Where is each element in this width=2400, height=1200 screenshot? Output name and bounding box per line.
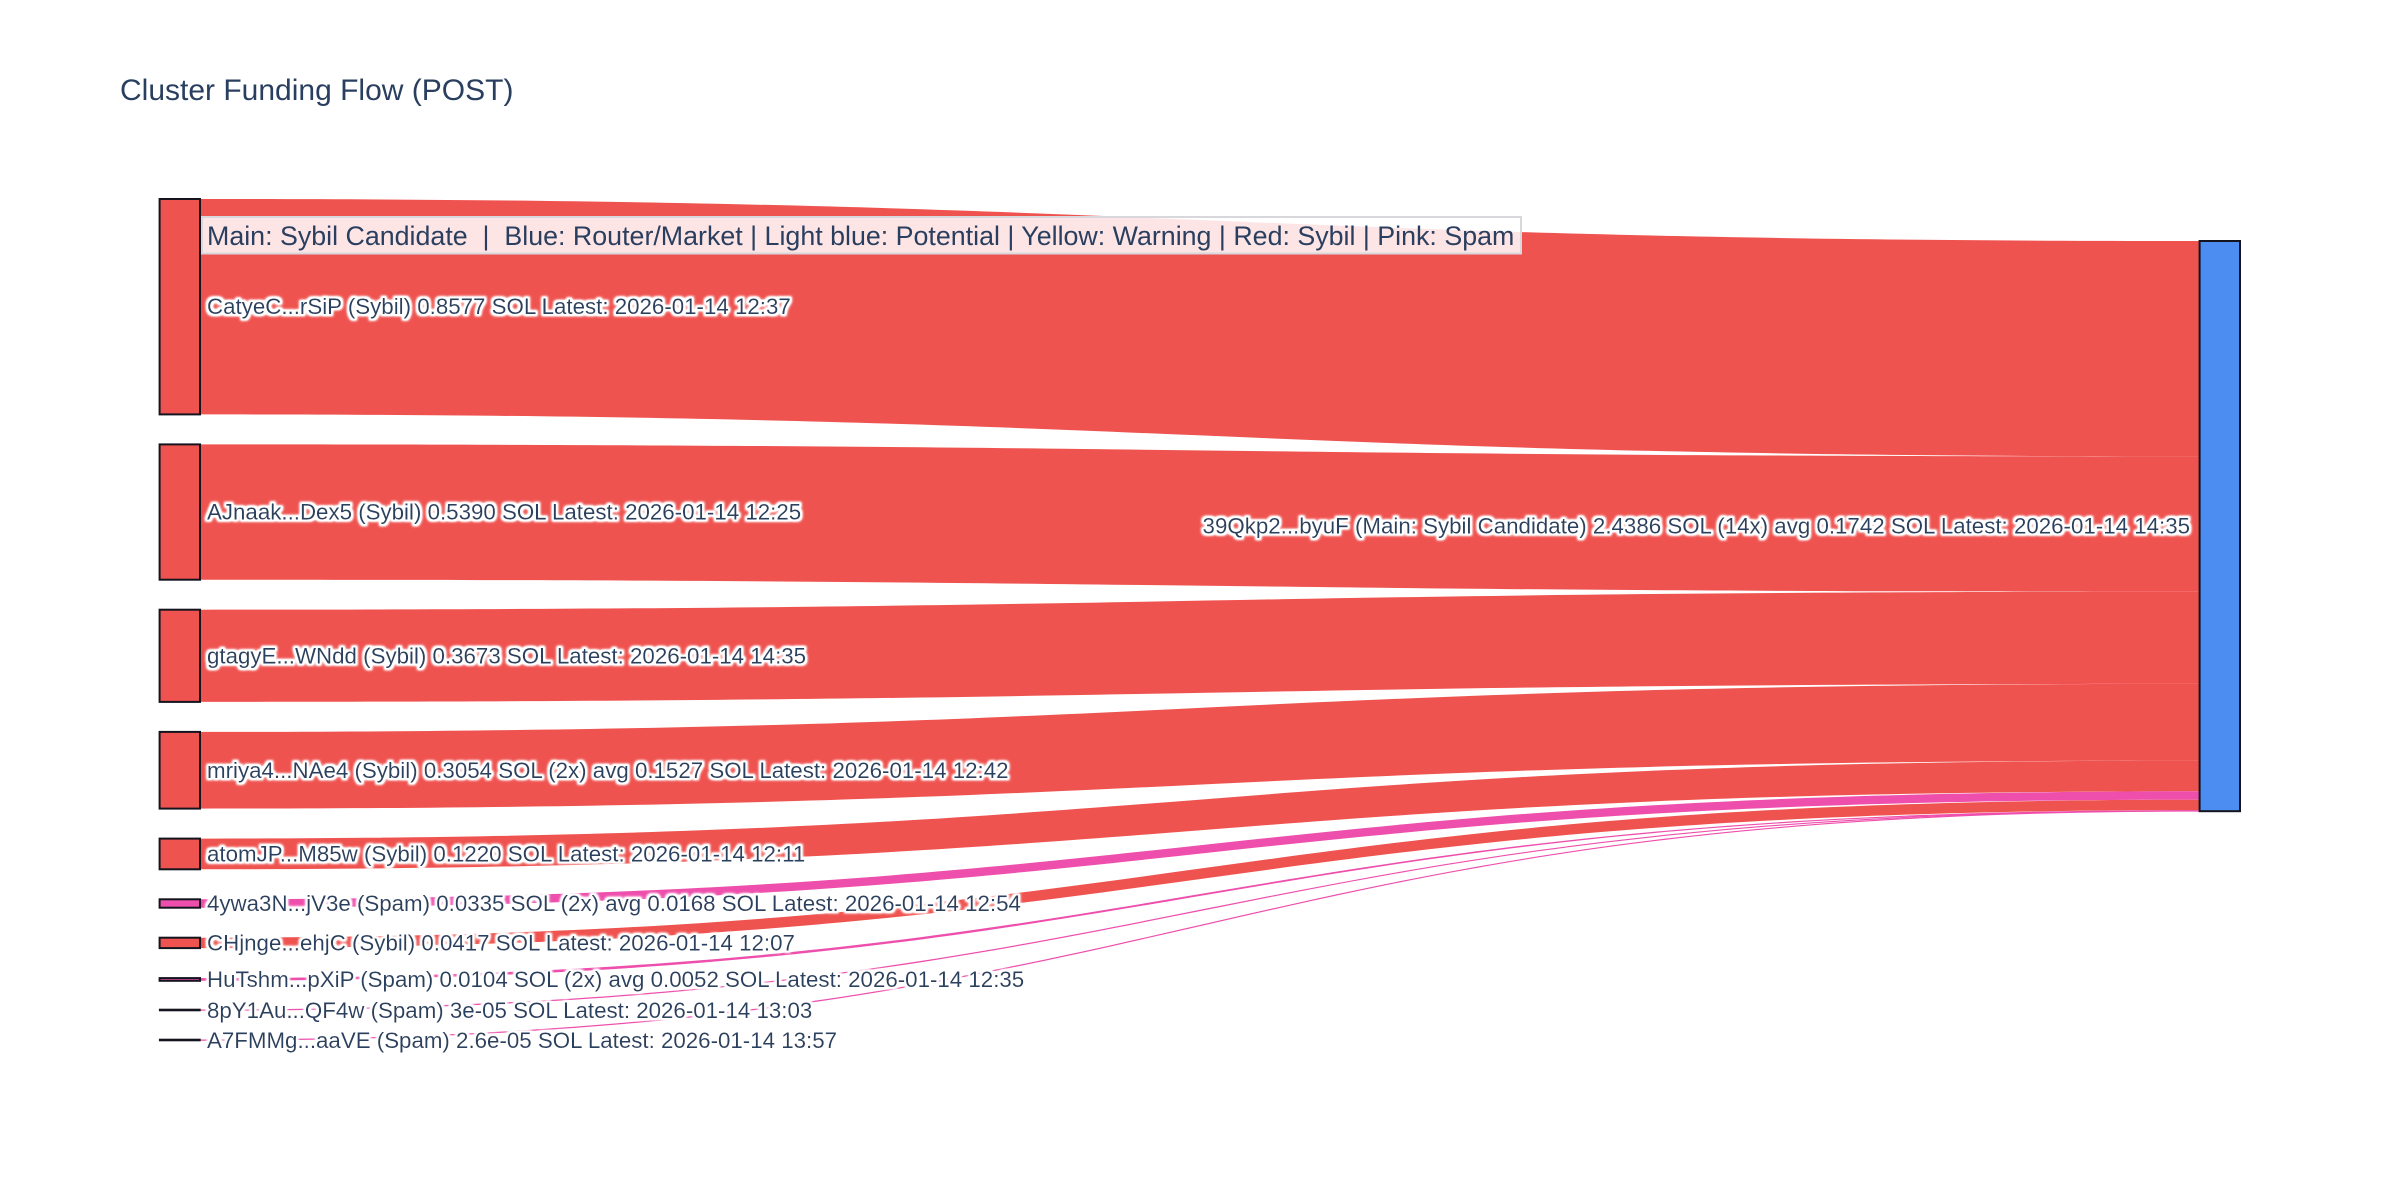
svg-text:AJnaak...Dex5 (Sybil) 0.5390 S: AJnaak...Dex5 (Sybil) 0.5390 SOL Latest:… [207, 500, 801, 525]
svg-text:CatyeC...rSiP (Sybil) 0.8577 S: CatyeC...rSiP (Sybil) 0.8577 SOL Latest:… [207, 294, 791, 319]
svg-text:CHjnge...ehjC (Sybil) 0.0417 S: CHjnge...ehjC (Sybil) 0.0417 SOL Latest:… [207, 930, 795, 955]
svg-text:39Qkp2...byuF (Main: Sybil Can: 39Qkp2...byuF (Main: Sybil Candidate) 2.… [1203, 514, 2190, 539]
svg-text:atomJP...M85w (Sybil) 0.1220 S: atomJP...M85w (Sybil) 0.1220 SOL Latest:… [207, 841, 805, 866]
svg-text:4ywa3N...jV3e (Spam) 0.0335 SO: 4ywa3N...jV3e (Spam) 0.0335 SOL (2x) avg… [207, 891, 1021, 916]
svg-text:HuTshm...pXiP (Spam) 0.0104 SO: HuTshm...pXiP (Spam) 0.0104 SOL (2x) avg… [207, 967, 1024, 992]
svg-text:mriya4...NAe4 (Sybil) 0.3054 S: mriya4...NAe4 (Sybil) 0.3054 SOL (2x) av… [207, 758, 1009, 783]
svg-text:gtagyE...WNdd (Sybil) 0.3673 S: gtagyE...WNdd (Sybil) 0.3673 SOL Latest:… [207, 643, 806, 668]
svg-text:Main: Sybil Candidate | Blue: Main: Sybil Candidate | Blue: Router/Mar… [207, 221, 1514, 251]
svg-text:A7FMMg...aaVE (Spam) 2.6e-05 S: A7FMMg...aaVE (Spam) 2.6e-05 SOL Latest:… [207, 1028, 837, 1053]
svg-text:8pY1Au...QF4w (Spam) 3e-05 SOL: 8pY1Au...QF4w (Spam) 3e-05 SOL Latest: 2… [207, 998, 812, 1023]
svg-text:Cluster Funding Flow (POST): Cluster Funding Flow (POST) [120, 74, 513, 107]
